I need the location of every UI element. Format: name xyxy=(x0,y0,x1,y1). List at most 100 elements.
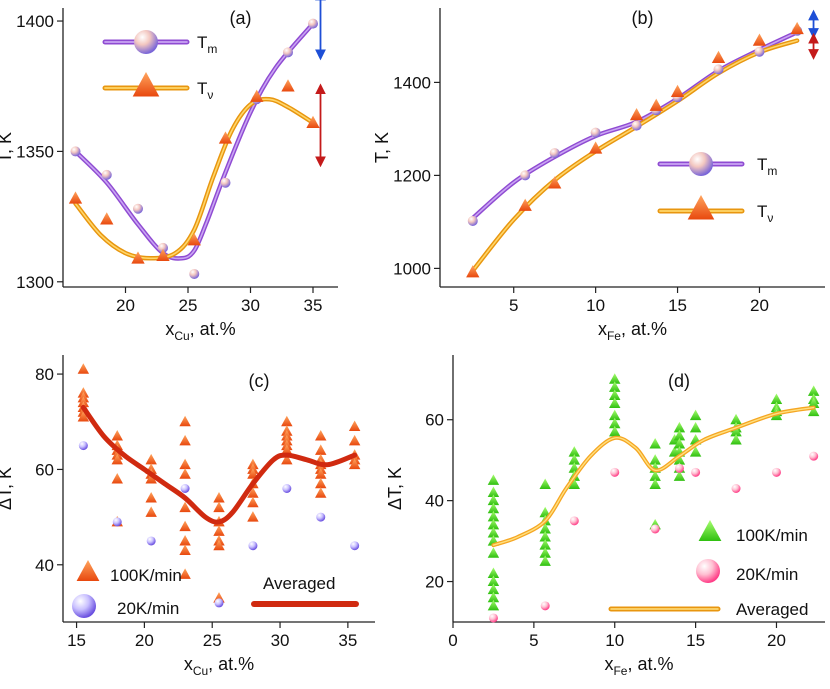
data-point-100k xyxy=(673,438,686,449)
x-tick-label: 30 xyxy=(271,631,290,650)
data-point-100k xyxy=(281,453,293,465)
x-tick-label: 10 xyxy=(605,631,624,650)
legend-label: 20K/min xyxy=(117,599,179,618)
data-point-tm xyxy=(283,47,293,58)
data-point-tm xyxy=(220,177,231,188)
x-tick-label: 35 xyxy=(338,631,357,650)
data-point-20k xyxy=(610,467,620,477)
data-point-tm xyxy=(631,120,642,131)
y-tick-label: 1200 xyxy=(393,166,431,185)
data-point-tnu xyxy=(711,50,726,64)
data-point-20k xyxy=(731,484,741,493)
legend-label: Tν xyxy=(197,79,213,102)
x-tick-label: 20 xyxy=(135,631,154,650)
data-point-tm xyxy=(754,46,765,57)
data-point-tnu xyxy=(548,176,562,189)
data-point-100k xyxy=(487,494,500,506)
panel-label: (c) xyxy=(249,371,270,391)
data-point-20k xyxy=(78,441,88,451)
data-point-100k xyxy=(770,393,783,404)
legend-item-tm: Tm xyxy=(657,152,777,178)
data-point-20k xyxy=(248,541,258,551)
data-point-tnu xyxy=(649,98,663,111)
legend-label: 20K/min xyxy=(736,565,798,584)
panel-label: (d) xyxy=(668,371,690,391)
legend-label: Tm xyxy=(757,155,777,178)
y-tick-label: 1000 xyxy=(393,259,431,278)
data-point-100k xyxy=(568,454,581,465)
data-point-tnu xyxy=(629,107,644,121)
x-tick-label: 35 xyxy=(304,296,323,315)
legend-item-tnu: Tν xyxy=(102,72,213,102)
data-point-100k xyxy=(179,568,191,579)
data-point-100k xyxy=(730,425,742,437)
data-point-100k xyxy=(649,470,661,481)
data-point-100k xyxy=(77,363,90,374)
data-point-100k xyxy=(609,417,621,429)
data-point-100k xyxy=(315,430,327,441)
data-point-100k xyxy=(179,501,191,513)
data-point-tm xyxy=(590,127,601,138)
data-point-tnu xyxy=(670,84,685,97)
panel-a: 20 25 30 35 1300 1350 1400 xCu, at.% T, K (a) Tm Tν xyxy=(0,0,338,343)
legend-label: Averaged xyxy=(736,600,808,619)
data-point-100k xyxy=(281,415,293,427)
data-point-tnu xyxy=(790,21,804,35)
data-point-100k xyxy=(730,433,742,445)
data-point-tm xyxy=(189,268,200,279)
x-axis-label: xCu, at.% xyxy=(184,654,254,678)
averaged-curve-highlight xyxy=(492,406,815,546)
data-point-100k xyxy=(568,478,581,489)
data-point-20k xyxy=(650,524,660,534)
x-tick-label: 25 xyxy=(179,296,198,315)
data-point-100k xyxy=(281,444,293,455)
y-tick-label: 60 xyxy=(35,460,54,479)
y-axis-label: ΔT, K xyxy=(0,467,15,510)
data-point-100k xyxy=(315,487,327,498)
data-point-100k xyxy=(730,413,742,425)
data-point-100k xyxy=(213,539,225,551)
data-point-20k xyxy=(809,451,819,461)
data-point-tm xyxy=(133,203,143,214)
data-point-tm xyxy=(158,242,168,253)
data-point-20k xyxy=(214,598,224,608)
series-curve-highlight xyxy=(74,98,314,260)
data-point-100k xyxy=(179,458,191,470)
x-tick-label: 5 xyxy=(529,631,538,650)
data-point-100k xyxy=(539,478,551,489)
data-point-100k xyxy=(111,472,123,484)
x-tick-label: 10 xyxy=(586,296,605,315)
legend-sphere-icon xyxy=(134,30,158,54)
data-point-100k xyxy=(247,511,259,522)
data-point-tm xyxy=(101,169,112,180)
y-tick-label: 80 xyxy=(35,365,54,384)
data-point-20k xyxy=(569,516,579,526)
data-point-tnu xyxy=(156,248,170,261)
data-point-tnu xyxy=(588,141,603,154)
data-point-20k xyxy=(282,484,292,493)
y-axis-label: ΔT, K xyxy=(385,467,405,510)
y-tick-label: 1300 xyxy=(16,273,54,292)
legend-triangle-icon xyxy=(132,72,160,97)
data-point-100k xyxy=(145,492,157,503)
data-point-tnu xyxy=(281,79,295,92)
data-point-20k xyxy=(350,541,360,551)
data-point-100k xyxy=(673,454,686,465)
data-point-100k xyxy=(487,591,500,603)
data-point-tm xyxy=(713,64,724,75)
data-point-100k xyxy=(179,544,191,555)
panel-b: 5 10 15 20 1000 1200 1400 xFe, at.% T, K (b) Tm Tν xyxy=(372,8,825,343)
x-tick-label: 15 xyxy=(686,631,705,650)
data-point-100k xyxy=(609,397,621,409)
y-axis-label: T, K xyxy=(0,132,15,163)
x-tick-label: 15 xyxy=(668,296,687,315)
y-tick-label: 40 xyxy=(35,556,54,575)
legend-label: 100K/min xyxy=(110,566,182,585)
data-point-tnu xyxy=(306,115,320,128)
legend-sphere-icon xyxy=(696,559,720,583)
data-point-20k xyxy=(112,517,122,527)
data-point-100k xyxy=(213,525,225,536)
data-point-tm xyxy=(308,18,318,29)
y-tick-label: 40 xyxy=(425,492,444,511)
x-tick-label: 20 xyxy=(750,296,769,315)
